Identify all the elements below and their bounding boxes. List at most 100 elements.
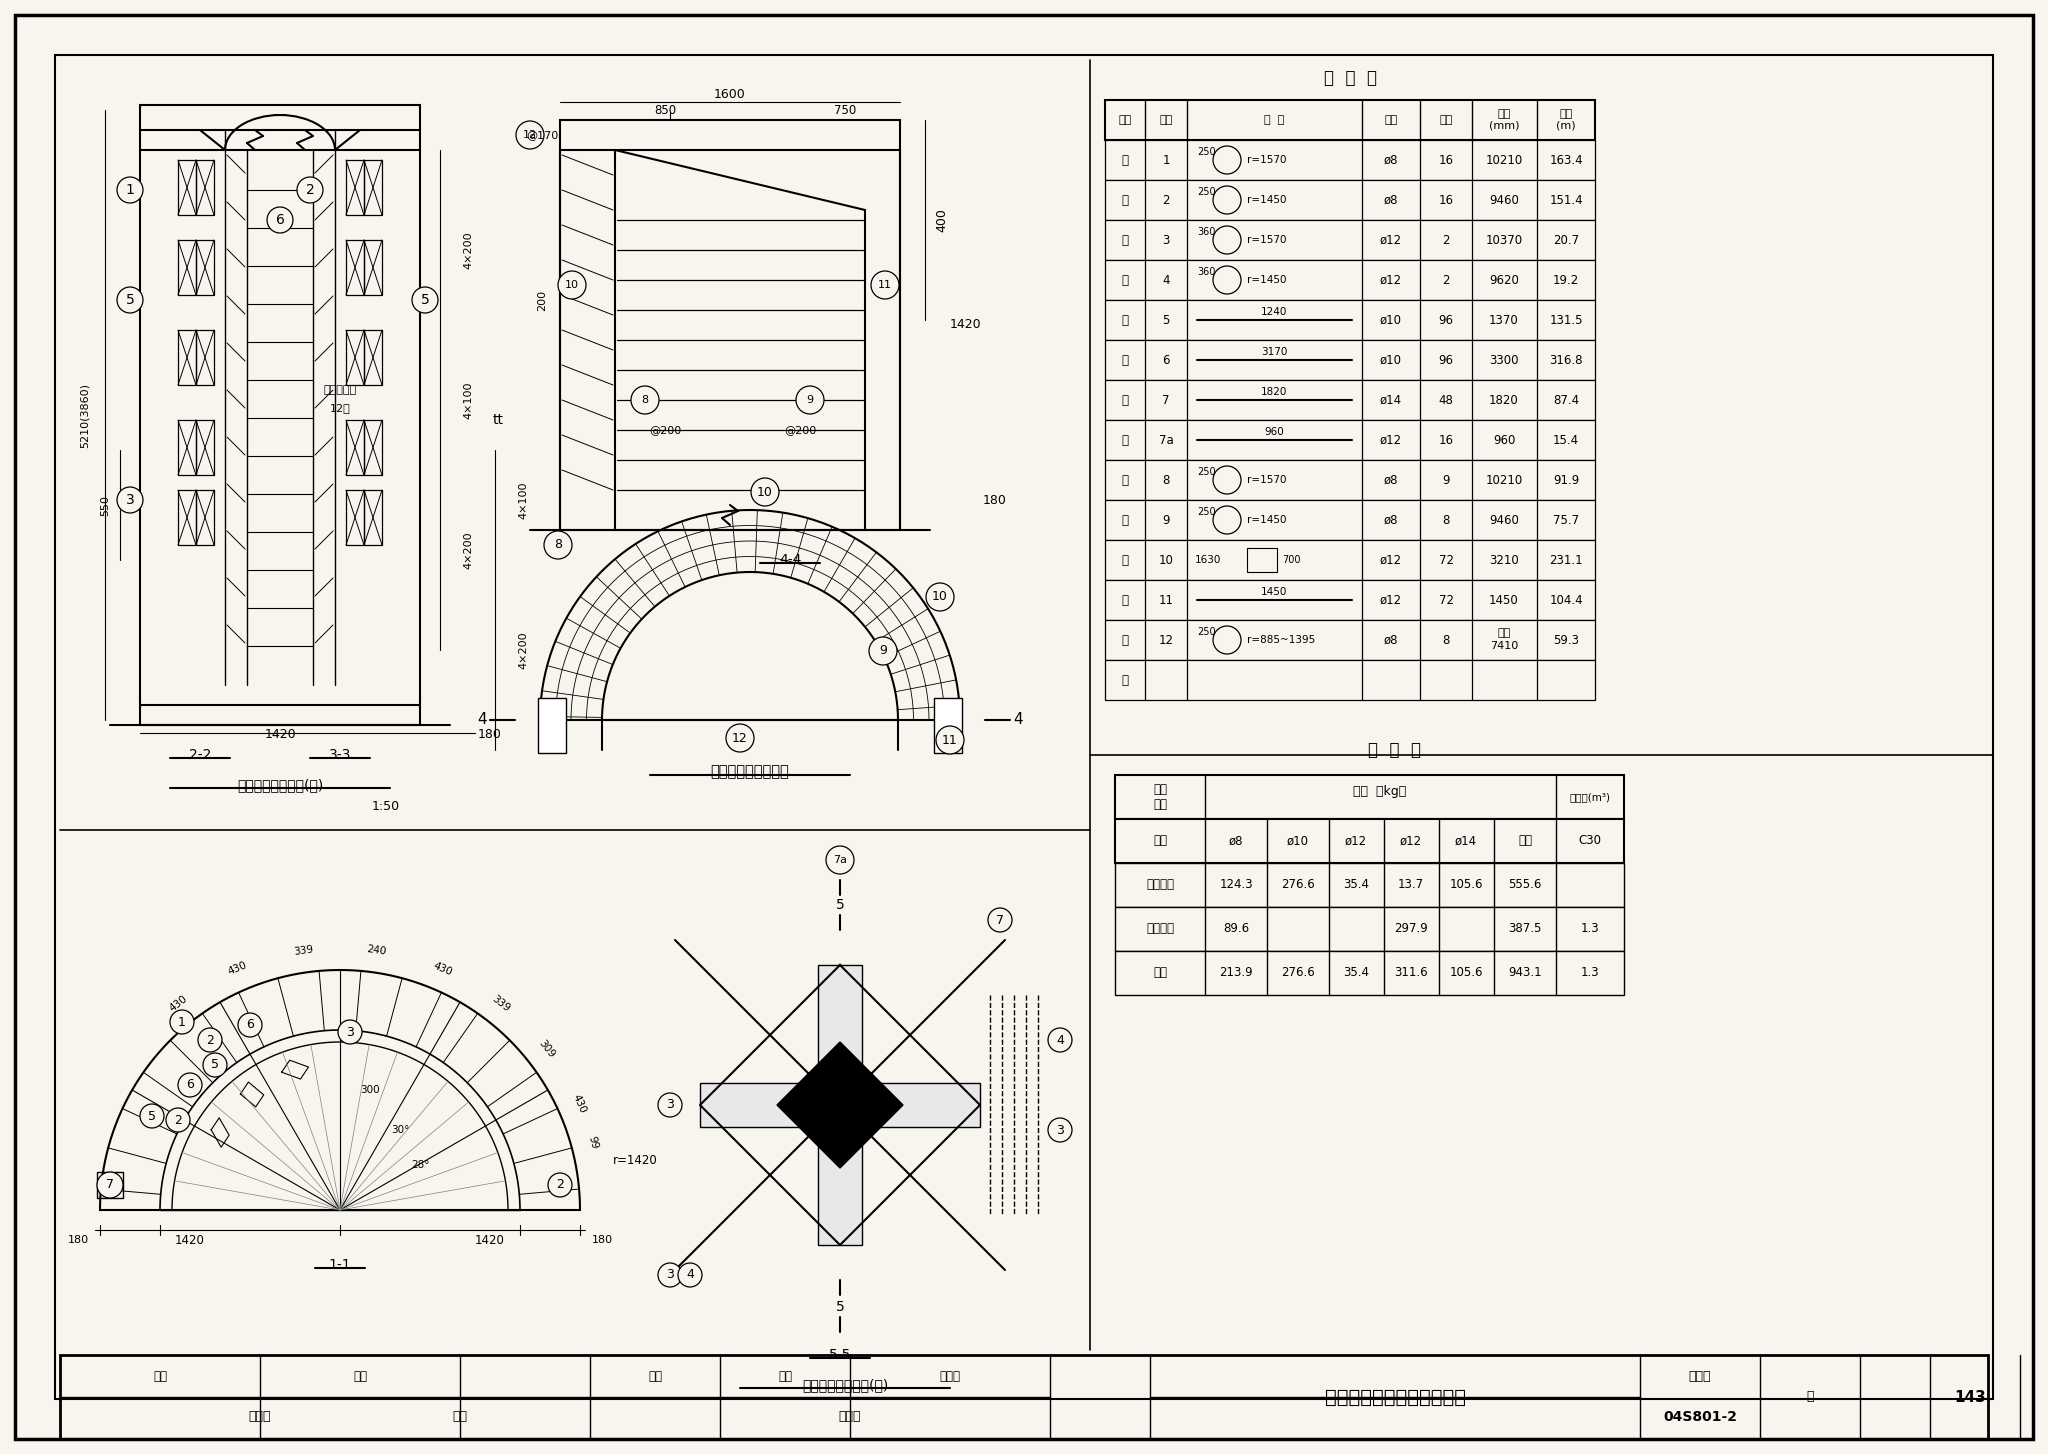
Text: 16: 16	[1438, 433, 1454, 446]
Bar	[934, 698, 963, 753]
Text: 孔: 孔	[1122, 314, 1128, 327]
Circle shape	[545, 531, 571, 558]
Circle shape	[203, 1053, 227, 1077]
Text: 12: 12	[522, 129, 537, 140]
Text: 构件
名称: 构件 名称	[1153, 784, 1167, 811]
Text: ø8: ø8	[1384, 634, 1399, 647]
Text: 35.4: 35.4	[1343, 967, 1368, 980]
Text: 1820: 1820	[1262, 387, 1288, 397]
Text: 16: 16	[1438, 193, 1454, 206]
Circle shape	[825, 846, 854, 874]
Circle shape	[412, 286, 438, 313]
Text: 387.5: 387.5	[1507, 922, 1542, 935]
Text: tt: tt	[492, 413, 504, 427]
Bar	[1106, 619, 1595, 660]
Text: 7: 7	[1163, 394, 1169, 407]
Text: 共长
(m): 共长 (m)	[1556, 109, 1575, 131]
Text: 10210: 10210	[1485, 154, 1522, 167]
Polygon shape	[776, 1043, 903, 1168]
Text: 钢筋  （kg）: 钢筋 （kg）	[1354, 785, 1407, 798]
Text: 1240: 1240	[1262, 307, 1288, 317]
Text: 平均: 平均	[1497, 628, 1511, 638]
Text: 1420: 1420	[475, 1233, 506, 1246]
Bar	[365, 330, 383, 385]
Bar	[1106, 140, 1595, 180]
Text: ø8: ø8	[1384, 154, 1399, 167]
Text: 1600: 1600	[715, 89, 745, 102]
Text: 筒: 筒	[1122, 513, 1128, 526]
Bar	[197, 160, 213, 215]
Circle shape	[238, 1013, 262, 1037]
Text: 15.4: 15.4	[1552, 433, 1579, 446]
Text: ø12: ø12	[1401, 835, 1421, 848]
Text: 200: 200	[537, 289, 547, 311]
Text: 1420: 1420	[174, 1233, 205, 1246]
Text: 89.6: 89.6	[1223, 922, 1249, 935]
Bar	[1114, 907, 1624, 951]
Text: r=885~1395: r=885~1395	[1247, 635, 1315, 646]
Text: 合计: 合计	[1518, 835, 1532, 848]
Text: 1.3: 1.3	[1581, 967, 1599, 980]
Text: 11: 11	[1159, 593, 1174, 606]
Text: 支筒顶部平台及孔洞加固图: 支筒顶部平台及孔洞加固图	[1325, 1387, 1466, 1406]
Circle shape	[178, 1073, 203, 1096]
Text: 28°: 28°	[412, 1160, 430, 1170]
Text: 数量: 数量	[1440, 115, 1452, 125]
Text: 5: 5	[147, 1109, 156, 1122]
Circle shape	[1049, 1118, 1071, 1141]
Text: 750: 750	[834, 103, 856, 116]
Text: 支筒预留孔加固图(一): 支筒预留孔加固图(一)	[238, 778, 324, 792]
Text: 4: 4	[686, 1268, 694, 1281]
Bar	[365, 420, 383, 475]
Text: 8: 8	[641, 395, 649, 406]
Circle shape	[797, 385, 823, 414]
Circle shape	[1212, 145, 1241, 174]
Text: 231.1: 231.1	[1548, 554, 1583, 567]
Text: 5: 5	[125, 294, 135, 307]
Text: 5-5: 5-5	[829, 1348, 852, 1362]
Text: 5: 5	[420, 294, 430, 307]
Text: 72: 72	[1438, 593, 1454, 606]
Bar	[1114, 951, 1624, 995]
Text: 72: 72	[1438, 554, 1454, 567]
Text: 5: 5	[836, 1300, 844, 1314]
Circle shape	[1212, 465, 1241, 494]
Bar	[1106, 500, 1595, 539]
Text: 10: 10	[932, 590, 948, 603]
Text: 104.4: 104.4	[1548, 593, 1583, 606]
Text: 支: 支	[1122, 474, 1128, 487]
Text: 5: 5	[1163, 314, 1169, 327]
Text: 180: 180	[477, 728, 502, 742]
Text: 5: 5	[211, 1059, 219, 1072]
Text: ø12: ø12	[1380, 433, 1403, 446]
Circle shape	[266, 206, 293, 233]
Text: 简  图: 简 图	[1264, 115, 1284, 125]
Text: 180: 180	[983, 493, 1008, 506]
Text: 300: 300	[360, 1085, 379, 1095]
Text: 943.1: 943.1	[1507, 967, 1542, 980]
Text: ø10: ø10	[1380, 314, 1403, 327]
Circle shape	[657, 1264, 682, 1287]
Bar	[178, 420, 197, 475]
Text: @170: @170	[526, 129, 559, 140]
Text: ø12: ø12	[1380, 273, 1403, 286]
Text: 4×200: 4×200	[463, 231, 473, 269]
Text: 1: 1	[125, 183, 135, 196]
Text: 339: 339	[489, 993, 512, 1013]
Text: 固: 固	[1122, 433, 1128, 446]
Text: 2: 2	[207, 1034, 213, 1047]
Text: 图集号: 图集号	[1690, 1370, 1712, 1383]
Text: 混凝土(m³): 混凝土(m³)	[1569, 792, 1610, 803]
Text: 4×100: 4×100	[463, 381, 473, 419]
Text: 1630: 1630	[1194, 555, 1221, 566]
Text: ø8: ø8	[1229, 835, 1243, 848]
Text: 严华容: 严华容	[940, 1370, 961, 1383]
Circle shape	[1212, 225, 1241, 254]
Text: 设计: 设计	[778, 1370, 793, 1383]
Text: 250: 250	[1198, 188, 1217, 196]
Text: 430: 430	[432, 960, 453, 977]
Text: ø8: ø8	[1384, 193, 1399, 206]
Text: 7: 7	[106, 1179, 115, 1191]
Circle shape	[297, 177, 324, 204]
Circle shape	[1212, 266, 1241, 294]
